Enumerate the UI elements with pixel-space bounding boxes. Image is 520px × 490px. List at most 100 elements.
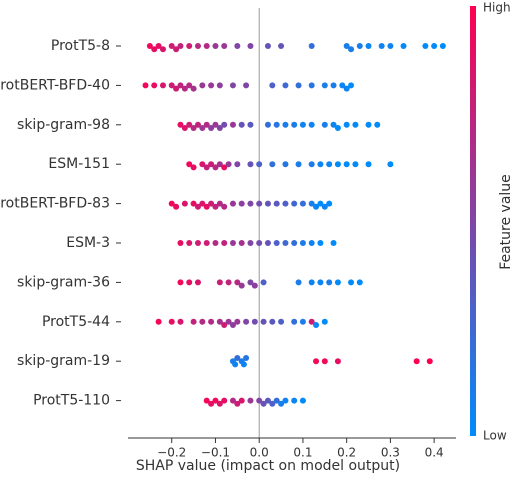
shap-dot [177, 318, 184, 325]
shap-dot [208, 125, 215, 131]
shap-dot [269, 161, 276, 168]
shap-dot [221, 203, 228, 210]
shap-dot [190, 318, 197, 325]
shap-dot [356, 279, 363, 286]
shap-dot [203, 203, 210, 210]
shap-dot [260, 318, 267, 325]
shap-dot [203, 121, 210, 128]
shap-dot [238, 240, 245, 246]
shap-dot [278, 43, 285, 49]
shap-dot [256, 161, 263, 168]
shap-dot [299, 240, 306, 246]
shap-dot [313, 358, 320, 365]
shap-dot [317, 161, 324, 168]
shap-dot [352, 161, 359, 168]
shap-dot [365, 161, 372, 168]
shap-dot [326, 279, 333, 286]
shap-dot [273, 200, 280, 207]
shap-dot [291, 318, 298, 325]
shap-dot [146, 43, 153, 49]
shap-dot [299, 200, 306, 207]
shap-dot [269, 318, 276, 325]
shap-dot [168, 200, 175, 207]
shap-dot [291, 200, 298, 207]
shap-dot [168, 82, 175, 89]
shap-dot [313, 322, 320, 328]
shap-dot [208, 82, 215, 89]
colorbar [470, 6, 476, 436]
shap-dot [321, 318, 328, 325]
shap-dot [343, 121, 350, 128]
shap-dot [238, 121, 245, 128]
shap-dot [168, 43, 175, 49]
shap-dot [299, 318, 306, 325]
shap-dot [278, 318, 285, 325]
x-tick-label: −0.1 [201, 446, 230, 460]
shap-dot [225, 318, 232, 325]
shap-dot [221, 164, 228, 171]
shap-dot [269, 400, 276, 407]
shap-dot [387, 161, 394, 168]
shap-dot [203, 164, 210, 171]
shap-dot [308, 121, 315, 128]
shap-dot [308, 43, 315, 49]
shap-dot [212, 240, 219, 246]
shap-dot [260, 400, 267, 407]
shap-dot [208, 318, 215, 325]
shap-dot [343, 85, 350, 92]
shap-dot [299, 397, 306, 404]
shap-dot [299, 121, 306, 128]
shap-dot [352, 121, 359, 128]
shap-dot [212, 203, 219, 210]
shap-dot [173, 85, 180, 92]
shap-dot [273, 397, 280, 404]
shap-dot [264, 397, 271, 404]
shap-dot [269, 82, 276, 89]
shap-dot [212, 121, 219, 128]
shap-dot [216, 400, 223, 407]
shap-dot [256, 397, 263, 404]
shap-dot [295, 279, 302, 286]
shap-dot [234, 43, 241, 49]
shap-dot [216, 125, 223, 131]
shap-dot [264, 43, 271, 49]
shap-dot [295, 82, 302, 89]
shap-dot [203, 43, 210, 49]
y-tick-label: ProtT5-8 [51, 38, 110, 54]
shap-dot [348, 279, 355, 286]
shap-dot [326, 200, 333, 207]
shap-dot [308, 240, 315, 246]
shap-dot [413, 358, 420, 365]
shap-dot [190, 200, 197, 207]
shap-dot [247, 43, 254, 49]
shap-dot [234, 355, 241, 361]
shap-dot [159, 82, 166, 89]
shap-dot [247, 121, 254, 128]
shap-dot [291, 397, 298, 404]
shap-dot [229, 82, 236, 89]
shap-dot [229, 200, 236, 207]
shap-dot [251, 318, 258, 325]
shap-dot [282, 161, 289, 168]
shap-dot [199, 318, 206, 325]
shap-dot [321, 203, 328, 210]
shap-dot [216, 318, 223, 325]
shap-dot [247, 397, 254, 404]
shap-dot [343, 161, 350, 168]
y-tick-label: ProtT5-44 [42, 314, 110, 330]
shap-dot [238, 282, 245, 289]
shap-dot [151, 82, 158, 89]
shap-dot [426, 358, 433, 365]
shap-dot [142, 82, 149, 89]
shap-dot [295, 161, 302, 168]
shap-dot [186, 240, 193, 246]
shap-dot [229, 397, 236, 404]
shap-dot [256, 200, 263, 207]
shap-dot [221, 121, 228, 128]
shap-dot [264, 200, 271, 207]
shap-dot [159, 46, 166, 53]
shap-dot [208, 200, 215, 207]
y-tick-label: ProtBERT-BFD-83 [0, 196, 110, 212]
shap-dot [439, 43, 446, 49]
